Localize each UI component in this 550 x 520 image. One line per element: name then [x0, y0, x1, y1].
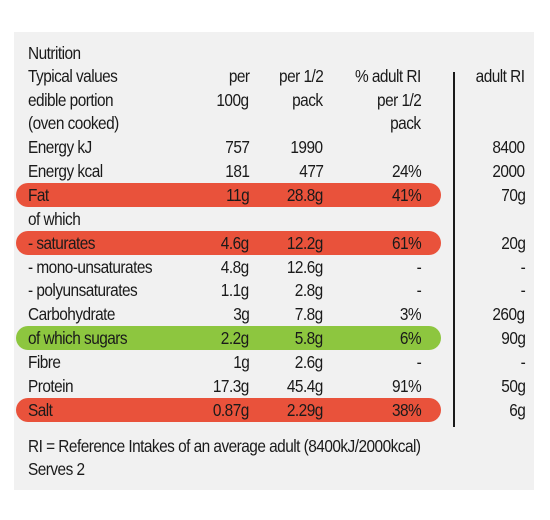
- header-per-100g: 100g: [216, 89, 250, 110]
- row-per-half-pack: 5.8g: [295, 328, 323, 349]
- row-highlight: [16, 230, 441, 255]
- row-per-100g: 4.8g: [221, 256, 249, 277]
- row-per-100g: 3g: [232, 304, 250, 325]
- row-label: of which sugars: [28, 328, 128, 349]
- header-typical-values: Typical values: [28, 66, 118, 86]
- header-typical-values: edible portion: [28, 89, 114, 110]
- row-per-100g: 1g: [232, 352, 250, 373]
- row-label: Fat: [28, 184, 49, 205]
- row-adult-ri: 20g: [500, 232, 526, 253]
- header-ri-percent: % adult RI: [355, 66, 421, 86]
- row-per-half-pack: 2.29g: [287, 399, 323, 420]
- column-divider: [453, 72, 455, 427]
- row-highlight: [16, 182, 441, 207]
- row-label: - saturates: [28, 232, 95, 253]
- row-per-100g: 11g: [226, 184, 250, 205]
- row-label: Energy kcal: [28, 160, 103, 181]
- row-per-100g: 17.3g: [213, 376, 249, 396]
- row-per-100g: 2.2g: [221, 328, 249, 349]
- row-adult-ri: 260g: [492, 304, 526, 325]
- row-adult-ri: 2000: [492, 160, 526, 181]
- row-label: Salt: [28, 399, 53, 420]
- row-adult-ri: -: [520, 256, 525, 277]
- row-per-half-pack: 12.6g: [287, 256, 323, 277]
- row-per-half-pack: 12.2g: [287, 232, 323, 253]
- row-ri-percent: 91%: [391, 376, 422, 396]
- row-label: of which: [28, 208, 81, 229]
- row-per-half-pack: 477: [298, 160, 324, 181]
- row-per-100g: 1.1g: [221, 280, 249, 301]
- row-ri-percent: -: [416, 352, 421, 373]
- row-highlight: [16, 326, 441, 351]
- header-ri-percent: per 1/2: [376, 89, 422, 110]
- row-label: Fibre: [28, 352, 61, 373]
- row-adult-ri: -: [520, 280, 525, 301]
- row-adult-ri: 90g: [500, 328, 526, 349]
- row-per-half-pack: 7.8g: [295, 304, 323, 325]
- row-label: Protein: [28, 376, 74, 396]
- row-adult-ri: 70g: [500, 184, 526, 205]
- row-ri-percent: 6%: [399, 328, 422, 349]
- row-label: - polyunsaturates: [28, 280, 138, 301]
- row-ri-percent: 3%: [399, 304, 422, 325]
- row-adult-ri: -: [520, 352, 525, 373]
- footer-serves: Serves 2: [28, 459, 85, 479]
- row-adult-ri: 50g: [500, 376, 526, 396]
- table-title: Nutrition: [28, 43, 81, 63]
- row-adult-ri: 6g: [508, 399, 526, 420]
- row-per-half-pack: 2.6g: [295, 352, 323, 373]
- header-adult-ri: adult RI: [476, 66, 525, 86]
- header-ri-percent: pack: [390, 113, 422, 133]
- row-per-half-pack: 2.8g: [295, 280, 323, 301]
- row-per-100g: 0.87g: [213, 399, 249, 420]
- header-per-half-pack: per 1/2: [278, 66, 324, 86]
- header-typical-values: (oven cooked): [28, 113, 119, 133]
- row-ri-percent: -: [416, 280, 421, 301]
- row-per-100g: 4.6g: [221, 232, 249, 253]
- row-label: Carbohydrate: [28, 304, 116, 325]
- row-label: - mono-unsaturates: [28, 256, 153, 277]
- row-highlight: [16, 397, 441, 422]
- row-adult-ri: 8400: [492, 137, 526, 157]
- row-per-100g: 181: [224, 160, 250, 181]
- row-ri-percent: 41%: [391, 184, 422, 205]
- row-per-half-pack: 28.8g: [287, 184, 323, 205]
- row-label: Energy kJ: [28, 137, 92, 157]
- row-per-half-pack: 45.4g: [287, 376, 323, 396]
- footer-ri-note: RI = Reference Intakes of an average adu…: [28, 436, 421, 456]
- row-ri-percent: 38%: [391, 399, 422, 420]
- row-ri-percent: -: [416, 256, 421, 277]
- row-per-100g: 757: [224, 137, 250, 157]
- row-ri-percent: 61%: [391, 232, 422, 253]
- header-per-half-pack: pack: [292, 89, 324, 110]
- row-ri-percent: 24%: [391, 160, 422, 181]
- row-per-half-pack: 1990: [290, 137, 324, 157]
- header-per-100g: per: [228, 66, 249, 86]
